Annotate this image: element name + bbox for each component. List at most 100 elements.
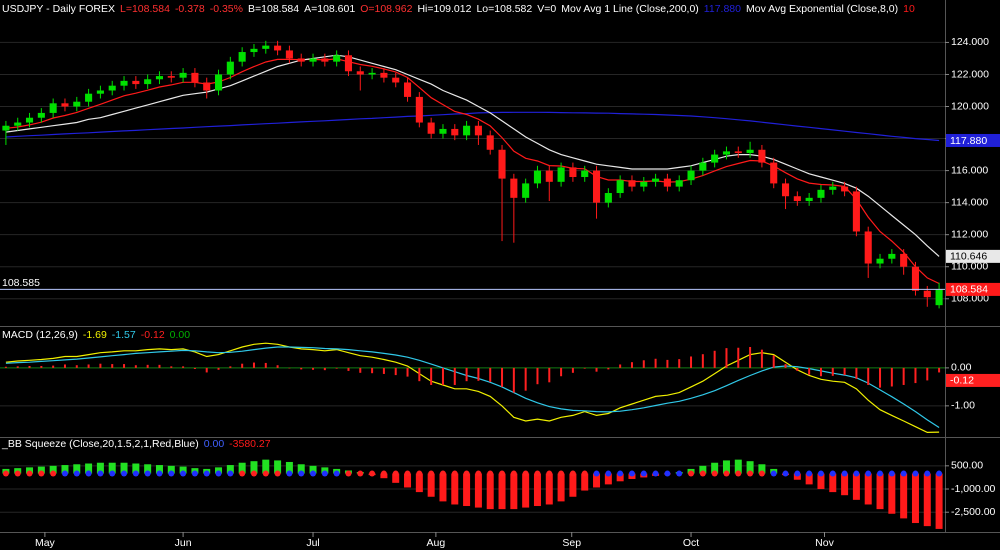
squeeze-dot [936,470,943,477]
candle-body [96,90,104,94]
histogram-bar [392,473,400,483]
histogram-bar [155,465,163,474]
squeeze-dot [699,470,706,477]
x-tick-label: Jun [175,537,192,549]
histogram-bar [772,355,775,368]
squeeze-dot [888,470,895,477]
histogram-bar [796,367,799,371]
histogram-bar [75,365,78,368]
candle-body [864,231,872,264]
histogram-bar [28,365,31,368]
candle-body [569,167,577,178]
squeeze-dot [534,470,541,477]
candle-body [356,71,364,75]
histogram-bar [593,473,601,488]
histogram-bar [451,473,459,505]
header-item: -0.35% [210,3,243,15]
histogram-bar [808,367,811,375]
header-item: -3580.27 [229,438,271,450]
histogram-bar [404,473,412,488]
histogram-bar [205,367,208,373]
header-item: 10 [903,3,915,15]
candle-body [49,103,57,113]
candle-body [2,125,10,131]
candle-body [427,122,435,134]
candle-body [344,55,353,72]
histogram-bar [321,467,329,474]
histogram-bar [619,364,622,368]
squeeze-dot [451,470,458,477]
histogram-bar [749,346,752,368]
candle-body [581,170,589,178]
histogram-bar [120,462,128,474]
price-tag [946,133,1000,147]
histogram-bar [711,462,719,474]
y-tick-label: -1,000.00 [951,483,996,495]
header-item: Hi=109.012 [417,3,471,15]
horizontal-line-label: 108.585 [2,277,40,289]
squeeze-dot [593,470,600,477]
squeeze-dot [817,470,824,477]
y-tick-label: 114.000 [951,196,988,208]
histogram-bar [276,365,279,368]
histogram-bar [371,367,374,374]
histogram-bar [146,364,149,368]
candle-body [167,76,175,78]
histogram-bar [406,367,409,377]
histogram-bar [879,367,882,388]
candle-body [297,58,305,62]
squeeze-dot [97,470,104,477]
y-tick-label: 110.000 [951,261,988,273]
squeeze-dot [298,470,305,477]
candle-body [274,45,282,51]
squeeze-dot [333,470,340,477]
candle-body [888,253,896,259]
squeeze-dot [73,470,80,477]
squeeze-dot [605,470,612,477]
squeeze-dot [924,470,931,477]
candle-body [226,61,234,75]
candle-body [250,48,258,53]
histogram-bar [852,473,860,500]
histogram-bar [144,464,152,474]
histogram-bar [4,366,7,368]
histogram-bar [829,473,837,493]
squeeze-dot [711,470,718,477]
histogram-bar [545,473,553,505]
panel-header: _BB Squeeze (Close,20,1.5,2,1,Red,Blue) 0… [1,438,271,450]
histogram-bar [498,473,506,510]
squeeze-dot [191,470,198,477]
histogram-bar [359,367,362,373]
histogram-bar [52,365,55,368]
candle-body [793,196,801,202]
candle-body [911,266,920,291]
squeeze-dot [180,470,187,477]
histogram-bar [463,473,471,507]
candle-body [734,151,742,153]
candle-body [675,180,683,187]
candle-body [711,154,719,163]
squeeze-dot [26,470,33,477]
histogram-bar [522,473,530,508]
price-tag-label: 108.584 [950,284,988,296]
histogram-bar [439,473,447,502]
histogram-bar [911,473,919,524]
x-tick-label: Aug [427,537,446,549]
panel [0,40,945,309]
histogram-bar [465,367,468,382]
squeeze-dot [510,470,517,477]
histogram-bar [524,367,527,391]
squeeze-dot [109,470,116,477]
squeeze-dot [274,470,281,477]
header-item: -0.12 [141,329,165,341]
histogram-bar [323,367,326,371]
candle-body [746,149,754,153]
header-item: 0.00 [170,329,191,341]
y-tick-label: 120.000 [951,100,989,112]
squeeze-dot [463,470,470,477]
squeeze-dot [168,470,175,477]
candle-body [439,128,447,134]
histogram-bar [49,465,57,474]
histogram-bar [217,367,220,370]
histogram-bar [510,473,518,510]
